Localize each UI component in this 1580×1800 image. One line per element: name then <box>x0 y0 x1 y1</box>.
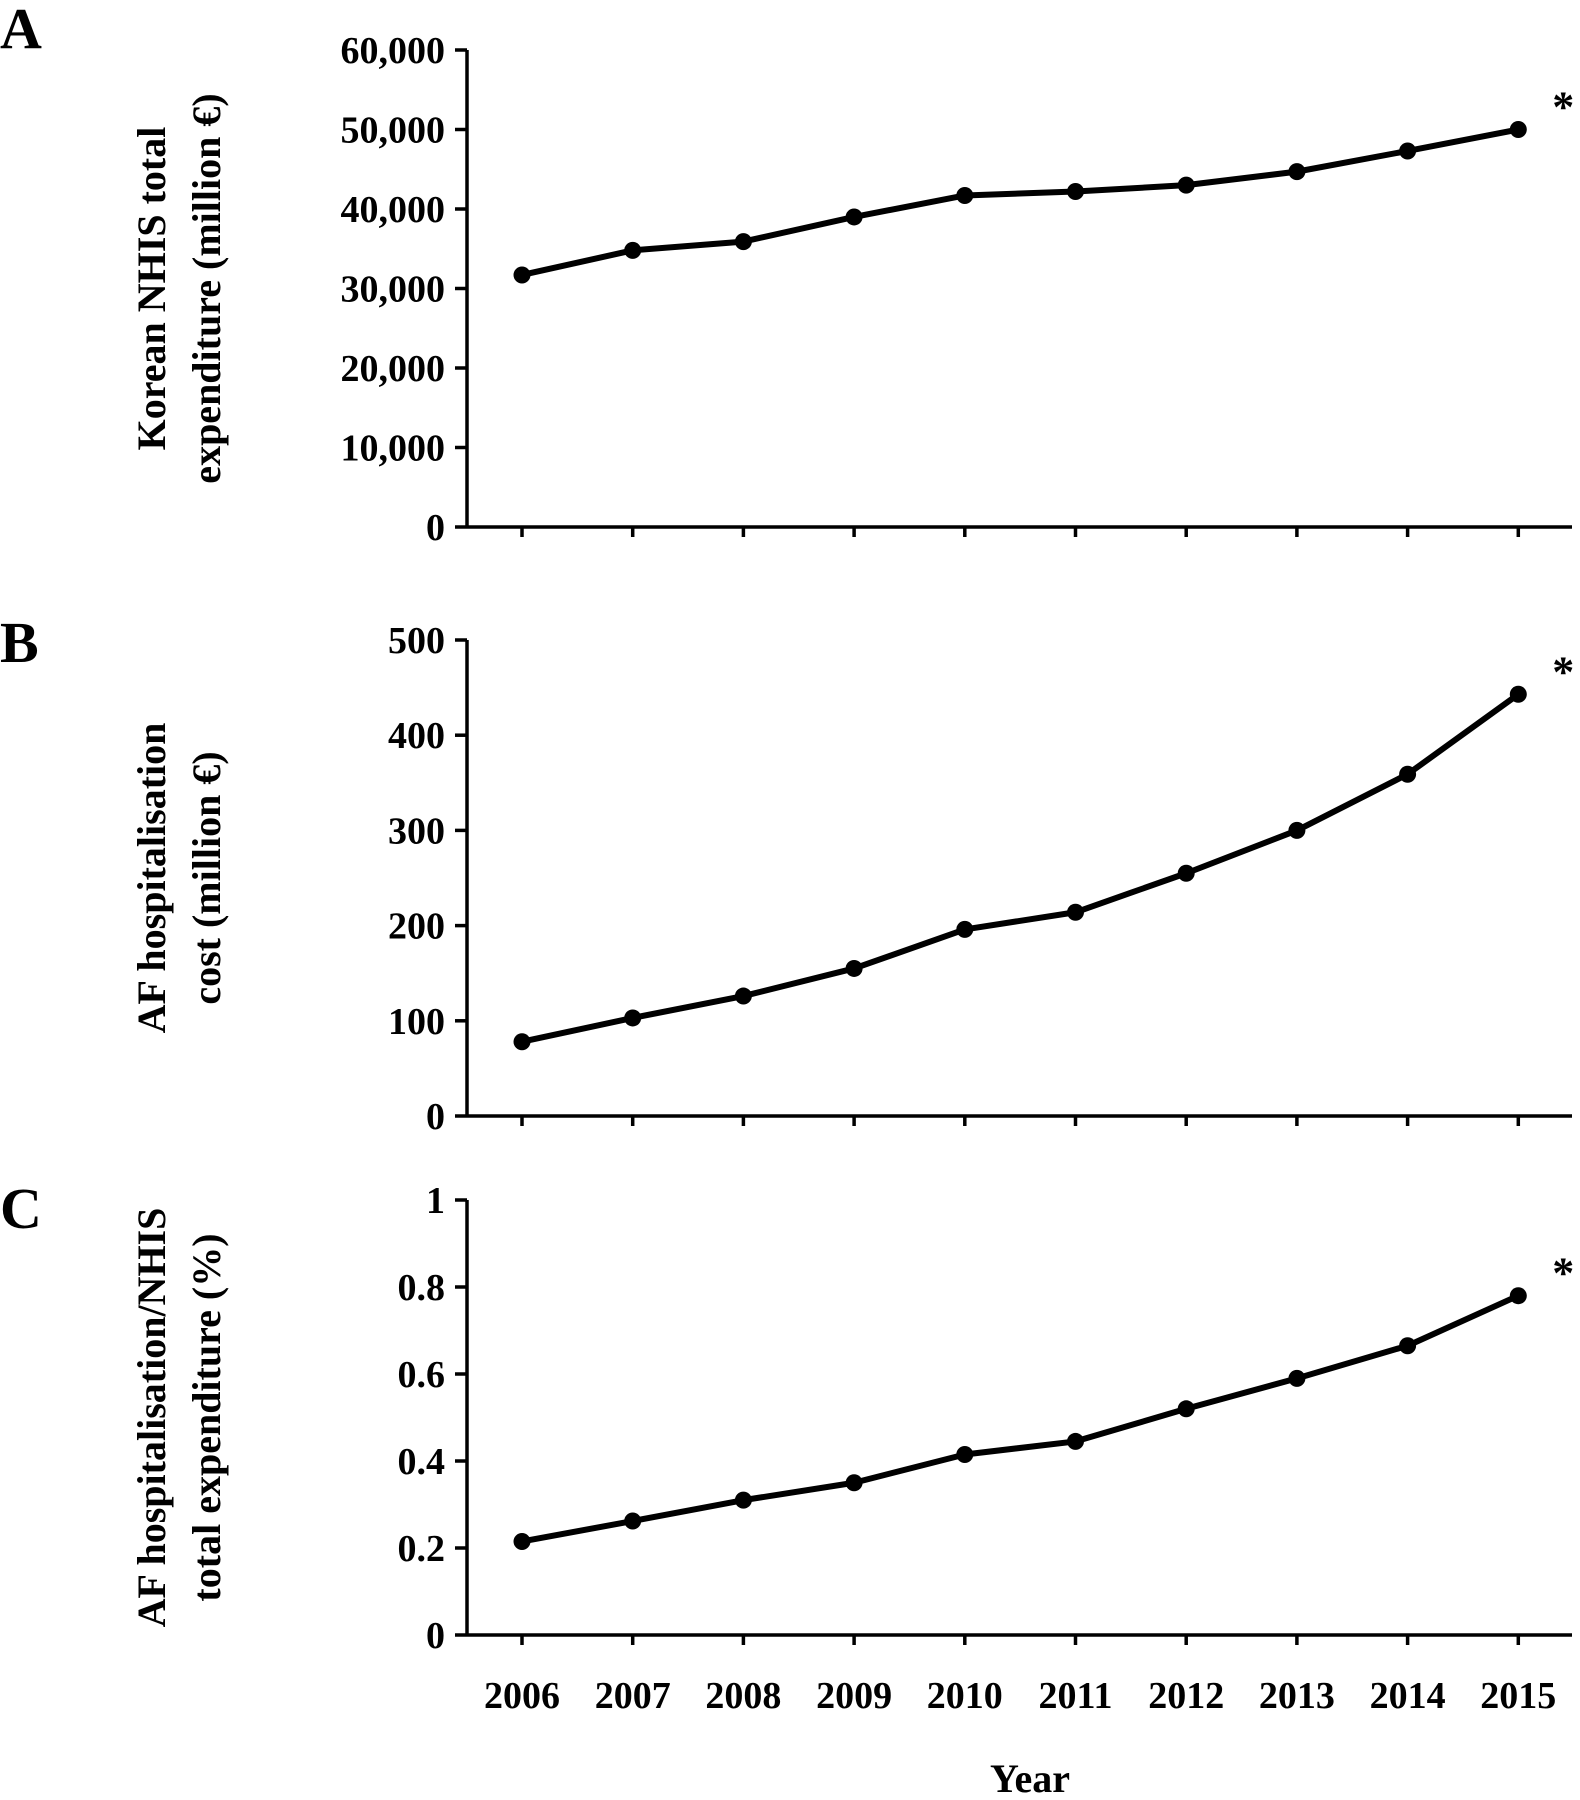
data-point <box>1399 765 1417 783</box>
data-point <box>1177 176 1195 194</box>
x-tick-label: 2007 <box>595 1675 671 1717</box>
data-point <box>956 186 974 204</box>
series-line <box>519 1292 1522 1545</box>
x-axis-tick-labels: 2006 2007 2008 2009 2010 2011 2012 2013 2014 2015 <box>484 1675 1556 1717</box>
y-tick-label: 0.8 <box>398 1267 446 1309</box>
data-point <box>513 266 531 284</box>
y-axis-title-line: Korean NHIS total <box>129 127 174 451</box>
data-point <box>513 1532 531 1550</box>
x-tick-label: 2010 <box>927 1675 1003 1717</box>
x-tick-label: 2015 <box>1480 1675 1556 1717</box>
data-point <box>513 1033 531 1051</box>
y-tick-label: 0 <box>426 1615 445 1657</box>
panel-letter: C <box>0 1176 42 1241</box>
y-tick-label: 300 <box>388 810 445 852</box>
data-point <box>624 1009 642 1027</box>
y-tick-label: 0.2 <box>398 1528 446 1570</box>
x-tick-label: 2013 <box>1259 1675 1335 1717</box>
y-axis-title-line: AF hospitalisation <box>129 723 174 1034</box>
data-point <box>624 241 642 259</box>
series-line <box>519 691 1522 1045</box>
data-point <box>1399 1337 1417 1355</box>
data-point <box>624 1512 642 1530</box>
data-point <box>956 1445 974 1463</box>
data-point <box>1288 1369 1306 1387</box>
series-line <box>519 126 1522 278</box>
y-axis-title-line: cost (million €) <box>184 751 229 1004</box>
data-point <box>1509 685 1527 703</box>
data-point <box>845 1474 863 1492</box>
data-point <box>1509 121 1527 138</box>
y-tick-label: 400 <box>388 715 445 757</box>
y-tick-label: 1 <box>426 1180 445 1222</box>
significance-annotation: * <box>1552 83 1574 132</box>
y-tick-label: 0.4 <box>398 1441 446 1483</box>
data-point <box>1399 142 1417 160</box>
y-tick-label: 100 <box>388 1001 445 1043</box>
data-point <box>734 987 752 1005</box>
y-tick-label: 500 <box>388 620 445 662</box>
y-tick-label: 0 <box>426 1096 445 1138</box>
x-axis-title: Year <box>990 1756 1070 1800</box>
data-point <box>1177 1400 1195 1418</box>
data-point <box>734 233 752 251</box>
panel-letter: A <box>0 0 42 61</box>
significance-annotation: * <box>1552 1249 1574 1298</box>
y-tick-label: 60,000 <box>341 30 446 72</box>
y-axis-title-line: AF hospitalisation/NHIS <box>129 1208 174 1628</box>
data-point <box>1067 1432 1084 1450</box>
y-tick-label: 40,000 <box>341 189 446 231</box>
panel-letter: B <box>0 610 39 675</box>
y-tick-label: 10,000 <box>341 428 446 470</box>
panel-c: C 0 0.2 0.4 0.6 0.8 1 AF hospitalisation/NHIS to… <box>0 1176 1574 1657</box>
data-point <box>1067 903 1084 921</box>
data-point <box>1288 821 1306 839</box>
y-tick-label: 0.6 <box>398 1354 446 1396</box>
y-tick-label: 50,000 <box>341 110 446 152</box>
x-tick-label: 2011 <box>1039 1675 1113 1717</box>
data-point <box>1067 183 1084 201</box>
data-point <box>1288 163 1306 181</box>
panels: A 0 10,000 20,000 30,000 40,000 50,000 60,000 Ko… <box>0 0 1574 1657</box>
x-tick-label: 2012 <box>1148 1675 1224 1717</box>
data-point <box>734 1491 752 1509</box>
significance-annotation: * <box>1552 647 1574 696</box>
panel-a: A 0 10,000 20,000 30,000 40,000 50,000 60,000 Ko… <box>0 0 1574 549</box>
y-tick-label: 20,000 <box>341 348 446 390</box>
x-tick-label: 2006 <box>484 1675 560 1717</box>
data-point <box>845 208 863 226</box>
data-point <box>1509 1287 1527 1305</box>
data-point <box>956 920 974 938</box>
y-axis-title-line: expenditure (million €) <box>184 93 229 483</box>
x-tick-label: 2014 <box>1370 1675 1446 1717</box>
data-point <box>1177 864 1195 882</box>
y-tick-label: 0 <box>426 507 445 549</box>
x-tick-label: 2009 <box>816 1675 892 1717</box>
data-point <box>845 959 863 977</box>
y-axis-title-line: total expenditure (%) <box>184 1233 229 1601</box>
y-tick-label: 200 <box>388 906 445 948</box>
y-tick-label: 30,000 <box>341 269 446 311</box>
panel-b: B 0 100 200 300 400 500 AF hospitalisation cost … <box>0 610 1574 1138</box>
x-tick-label: 2008 <box>705 1675 781 1717</box>
